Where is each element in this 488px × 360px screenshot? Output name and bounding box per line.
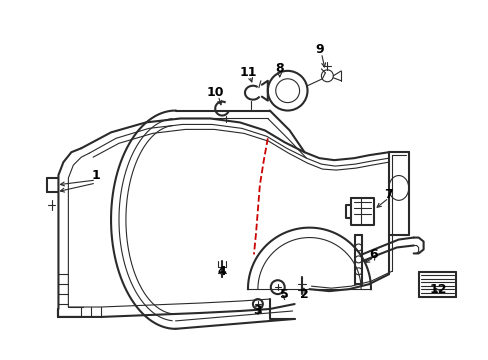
Text: 6: 6: [369, 248, 378, 261]
Text: 2: 2: [300, 288, 308, 301]
Text: 9: 9: [314, 42, 323, 55]
Text: 10: 10: [206, 86, 224, 99]
Text: 5: 5: [280, 288, 288, 301]
Text: 3: 3: [253, 305, 262, 318]
Text: 8: 8: [275, 62, 284, 75]
Text: 7: 7: [384, 188, 392, 201]
Text: 12: 12: [429, 283, 447, 296]
Text: 11: 11: [239, 66, 256, 79]
Text: 1: 1: [92, 168, 101, 181]
Text: 4: 4: [217, 265, 226, 278]
